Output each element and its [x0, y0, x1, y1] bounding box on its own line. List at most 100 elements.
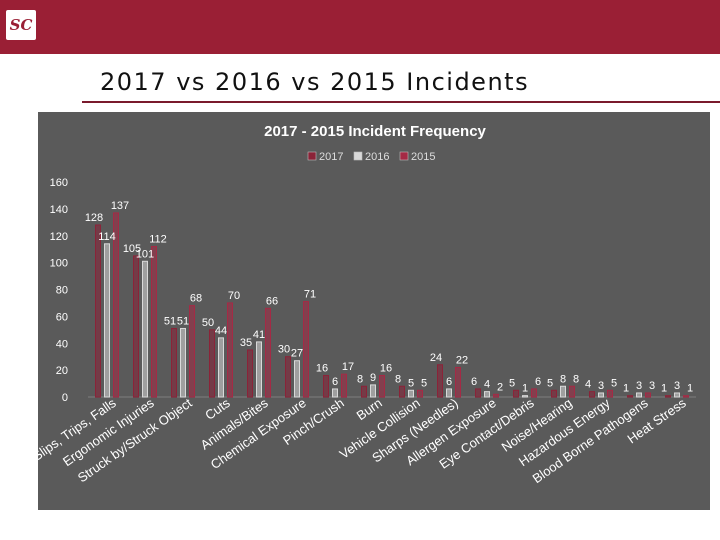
data-label-2017: 5: [547, 377, 553, 389]
bar-2017: [665, 395, 671, 398]
bar-2016: [256, 341, 262, 398]
bar-2017: [95, 224, 101, 398]
data-label-2015: 1: [687, 383, 693, 395]
chart-legend: 2017 2016 2015: [307, 151, 435, 163]
bar-2015: [227, 302, 233, 398]
bar-2016: [446, 388, 452, 398]
logo-text: SC: [9, 16, 33, 34]
y-tick-label: 80: [56, 285, 68, 297]
data-label-2015: 70: [228, 290, 240, 302]
data-label-2015: 112: [149, 234, 167, 246]
bar-2016: [522, 395, 528, 398]
data-label-2015: 5: [421, 377, 427, 389]
data-label-2016: 1: [522, 383, 528, 395]
y-tick-label: 100: [50, 258, 68, 270]
data-label-2016: 3: [598, 380, 604, 392]
bar-2017: [209, 329, 215, 398]
title-underline: [82, 101, 720, 103]
university-logo: SC: [6, 10, 36, 40]
data-label-2016: 114: [98, 231, 116, 243]
legend-swatch-2016: [353, 151, 363, 161]
bar-2015: [683, 395, 689, 398]
bar-2017: [437, 364, 443, 398]
data-label-2017: 30: [278, 344, 290, 356]
data-label-2017: 16: [316, 363, 328, 375]
bar-2015: [417, 389, 423, 398]
bar-2016: [104, 243, 110, 398]
data-label-2015: 137: [111, 200, 129, 212]
y-tick-label: 140: [50, 204, 68, 216]
data-label-2016: 3: [636, 380, 642, 392]
legend-label-2015: 2015: [411, 151, 435, 163]
bar-2015: [569, 385, 575, 398]
bar-2015: [493, 393, 499, 398]
bar-2016: [370, 384, 376, 398]
data-label-2016: 8: [560, 373, 566, 385]
bar-2015: [189, 305, 195, 398]
bar-2017: [171, 327, 177, 398]
data-label-2017: 5: [509, 377, 515, 389]
bar-2017: [285, 356, 291, 398]
bar-2017: [551, 389, 557, 398]
bar-2017: [399, 385, 405, 398]
bar-2017: [589, 391, 595, 398]
bar-2016: [408, 389, 414, 398]
slide-title: 2017 vs 2016 vs 2015 Incidents: [100, 68, 530, 96]
data-label-2015: 2: [497, 381, 503, 393]
y-tick-label: 120: [50, 231, 68, 243]
data-label-2017: 4: [585, 379, 591, 391]
bar-2015: [607, 389, 613, 398]
bar-2017: [475, 388, 481, 398]
bar-2015: [455, 366, 461, 398]
chart-panel: 2017 - 2015 Incident Frequency 2017 2016 2…: [38, 112, 710, 510]
bar-2015: [531, 388, 537, 398]
data-label-2017: 51: [164, 315, 176, 327]
data-label-2016: 41: [253, 329, 265, 341]
data-label-2015: 6: [535, 376, 541, 388]
bar-2016: [598, 392, 604, 398]
data-label-2015: 8: [573, 373, 579, 385]
y-tick-label: 20: [56, 365, 68, 377]
bar-2016: [180, 327, 186, 398]
data-label-2017: 35: [240, 337, 252, 349]
data-label-2017: 6: [471, 376, 477, 388]
bar-2015: [113, 212, 119, 398]
data-label-2016: 6: [332, 376, 338, 388]
bar-2016: [560, 385, 566, 398]
bar-2015: [379, 375, 385, 398]
data-label-2017: 128: [85, 212, 103, 224]
data-label-2016: 51: [177, 315, 189, 327]
data-label-2017: 8: [395, 373, 401, 385]
bar-2017: [133, 255, 139, 398]
header-bar: [0, 0, 720, 54]
bar-2016: [218, 337, 224, 398]
data-label-2017: 1: [623, 383, 629, 395]
data-label-2016: 101: [136, 248, 154, 260]
data-label-2015: 5: [611, 377, 617, 389]
bar-2017: [323, 375, 329, 398]
data-label-2016: 3: [674, 380, 680, 392]
data-label-2017: 8: [357, 373, 363, 385]
legend-label-2016: 2016: [365, 151, 389, 163]
data-label-2017: 24: [430, 352, 442, 364]
bar-2015: [645, 392, 651, 398]
data-label-2016: 6: [446, 376, 452, 388]
bar-2016: [636, 392, 642, 398]
y-tick-label: 160: [50, 177, 68, 189]
data-label-2016: 27: [291, 348, 303, 360]
bar-2016: [674, 392, 680, 398]
bar-2016: [142, 260, 148, 398]
data-label-2017: 50: [202, 317, 214, 329]
bar-2015: [303, 301, 309, 398]
legend-swatch-2015: [399, 151, 409, 161]
data-label-2016: 9: [370, 372, 376, 384]
y-tick-label: 0: [62, 392, 68, 404]
bar-2015: [341, 373, 347, 398]
legend-swatch-2017: [307, 151, 317, 161]
legend-label-2017: 2017: [319, 151, 343, 163]
bar-2016: [332, 388, 338, 398]
bar-2017: [247, 349, 253, 398]
data-label-2016: 44: [215, 325, 227, 337]
